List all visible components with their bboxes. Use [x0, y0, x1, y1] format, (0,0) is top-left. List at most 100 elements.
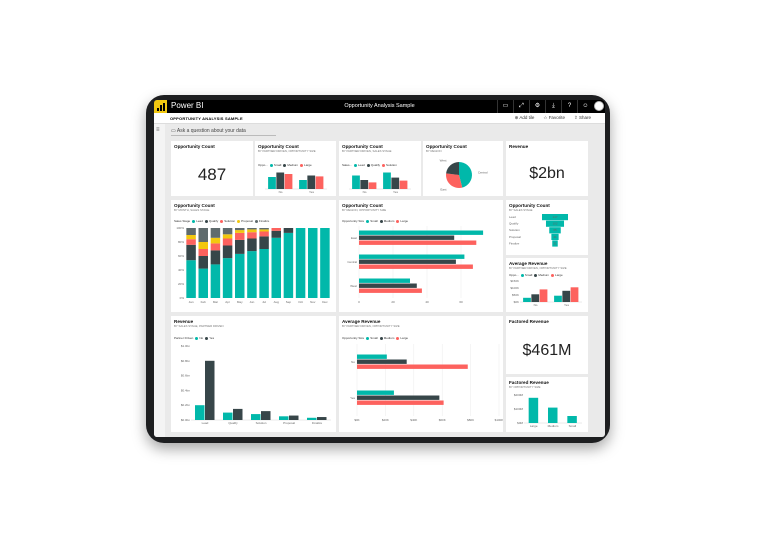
bar-segment	[271, 237, 281, 298]
tile-title: Opportunity Count	[342, 203, 383, 208]
bar	[359, 288, 422, 293]
tile-subtitle: BY MONTH, SALES STAGE	[174, 208, 210, 212]
tile-title: Revenue	[174, 319, 194, 324]
hamburger-icon[interactable]: ≡	[156, 127, 160, 133]
tile-opportunity-count-total[interactable]: Opportunity Count 487	[171, 141, 253, 196]
qna-input[interactable]: ▭ Ask a question about your data	[171, 128, 276, 136]
nav-rail: ≡	[154, 124, 165, 437]
tile-subtitle: BY REGION, OPPORTUNITY SIZE	[342, 208, 387, 212]
tile-title: Opportunity Count	[174, 144, 215, 149]
x-tick-label: No	[534, 303, 538, 307]
bar	[531, 294, 540, 302]
help-icon[interactable]: ?	[561, 100, 577, 113]
pie-label: East	[440, 187, 446, 191]
fullscreen-icon[interactable]: ⤢	[513, 100, 529, 113]
tile-oc-month-stage[interactable]: Opportunity Count BY MONTH, SALES STAGE …	[171, 200, 336, 312]
bar-segment	[259, 229, 269, 232]
settings-icon[interactable]: ⚙	[529, 100, 545, 113]
tile-revenue-stage-partner[interactable]: Revenue BY SALES STAGE, PARTNER DRIVEN P…	[171, 316, 336, 432]
legend: Sales... Lead Qualify Solution	[342, 163, 397, 167]
x-tick-label: Lead	[202, 421, 209, 425]
y-tick-label: 40%	[178, 268, 184, 272]
tile-avg-rev-size[interactable]: Average Revenue BY PARTNER DRIVEN, OPPOR…	[339, 316, 503, 432]
chat-icon: ▭	[171, 128, 176, 134]
bar-segment	[186, 239, 196, 245]
bar	[315, 176, 324, 189]
bar	[523, 297, 531, 302]
x-tick-label: Small	[569, 424, 577, 428]
download-icon[interactable]: ⤓	[545, 100, 561, 113]
funnel-bar	[552, 240, 558, 247]
bar	[360, 180, 369, 189]
tile-title: Average Revenue	[342, 319, 381, 324]
funnel-value: 31	[553, 241, 557, 245]
tile-subtitle: BY PARTNER DRIVEN, OPPORTUNITY SIZE	[509, 266, 567, 270]
bar	[368, 182, 377, 189]
bar	[567, 416, 577, 423]
share-button[interactable]: ⇪ Share	[573, 115, 591, 120]
feedback-icon[interactable]: ☺	[577, 100, 593, 113]
y-tick-label: $0.2bn	[181, 403, 191, 407]
y-tick-label: Central	[347, 260, 357, 264]
bar-segment	[235, 230, 245, 233]
tile-avg-rev-small[interactable]: Average Revenue BY PARTNER DRIVEN, OPPOR…	[506, 258, 588, 312]
x-tick-label: Jan	[189, 300, 194, 304]
bar-segment	[283, 228, 294, 233]
avatar[interactable]	[594, 101, 604, 111]
chart-region-size: 0 20 40 60 East Central West	[347, 226, 484, 304]
bar	[352, 175, 360, 189]
bar-segment	[235, 253, 245, 298]
bar	[279, 416, 289, 420]
bar	[261, 411, 271, 420]
x-tick-label: 60	[459, 300, 463, 304]
bar	[357, 359, 407, 364]
funnel-bar	[549, 227, 561, 234]
bar	[357, 354, 387, 359]
y-tick-label: $100K	[510, 286, 519, 290]
x-tick-label: Dec	[322, 300, 328, 304]
funnel-value: 147	[552, 215, 557, 219]
bar-segment	[210, 237, 221, 244]
bar	[383, 172, 391, 189]
bar-segment	[271, 228, 281, 231]
bar	[276, 172, 285, 189]
x-tick-label: 0	[358, 300, 360, 304]
tile-factored-revenue-total[interactable]: Factored Revenue $461M	[506, 316, 588, 374]
y-tick-label: 20%	[178, 282, 184, 286]
y-tick-label: $0M	[517, 421, 523, 425]
tile-oc-partner-stage[interactable]: Opportunity Count BY PARTNER DRIVEN, SAL…	[339, 141, 421, 196]
tile-revenue-total[interactable]: Revenue $2bn	[506, 141, 588, 196]
chart-oc-partner-stage: No Yes	[349, 172, 411, 194]
tile-oc-region[interactable]: Opportunity Count BY REGION Central East W…	[423, 141, 503, 196]
x-tick-label: $100K	[495, 418, 503, 422]
chart-stage-funnel: Lead 147 Qualify 102 Solution 65 Proposal 41 Fin…	[509, 214, 568, 247]
bar-segment	[222, 238, 233, 246]
tile-oc-partner-size[interactable]: Opportunity Count BY PARTNER DRIVEN, OPP…	[255, 141, 336, 196]
x-tick-label: Sep	[286, 300, 292, 304]
favorite-button[interactable]: ☆ Favorite	[543, 115, 565, 120]
comment-icon[interactable]: ▭	[497, 100, 513, 113]
funnel-bar	[551, 233, 559, 240]
bar	[359, 278, 410, 283]
tile-oc-stage-funnel[interactable]: Opportunity Count BY SALES STAGE Lead 147…	[506, 200, 588, 255]
x-tick-label: $40K	[410, 418, 417, 422]
add-tile-button[interactable]: ⊕ Add tile	[514, 115, 535, 120]
bar	[299, 180, 307, 189]
bar	[284, 174, 293, 189]
tile-title: Revenue	[509, 144, 529, 149]
x-tick-label: Apr	[225, 300, 230, 304]
bar-segment	[186, 260, 196, 298]
tile-oc-region-size[interactable]: Opportunity Count BY REGION, OPPORTUNITY…	[339, 200, 503, 312]
bar-segment	[271, 230, 281, 238]
tile-title: Opportunity Count	[426, 144, 467, 149]
bar-segment	[259, 249, 269, 298]
legend: Partner Driven No Yes	[174, 336, 215, 340]
x-tick-label: $20K	[382, 418, 389, 422]
bar-segment	[222, 228, 233, 235]
x-tick-label: $0K	[354, 418, 359, 422]
x-tick-label: Finalize	[312, 421, 323, 425]
bar-segment	[210, 264, 221, 298]
tile-factored-revenue-size[interactable]: Factored Revenue BY OPPORTUNITY SIZE $20…	[506, 377, 588, 432]
bar	[307, 417, 317, 420]
bar-segment	[259, 236, 269, 249]
